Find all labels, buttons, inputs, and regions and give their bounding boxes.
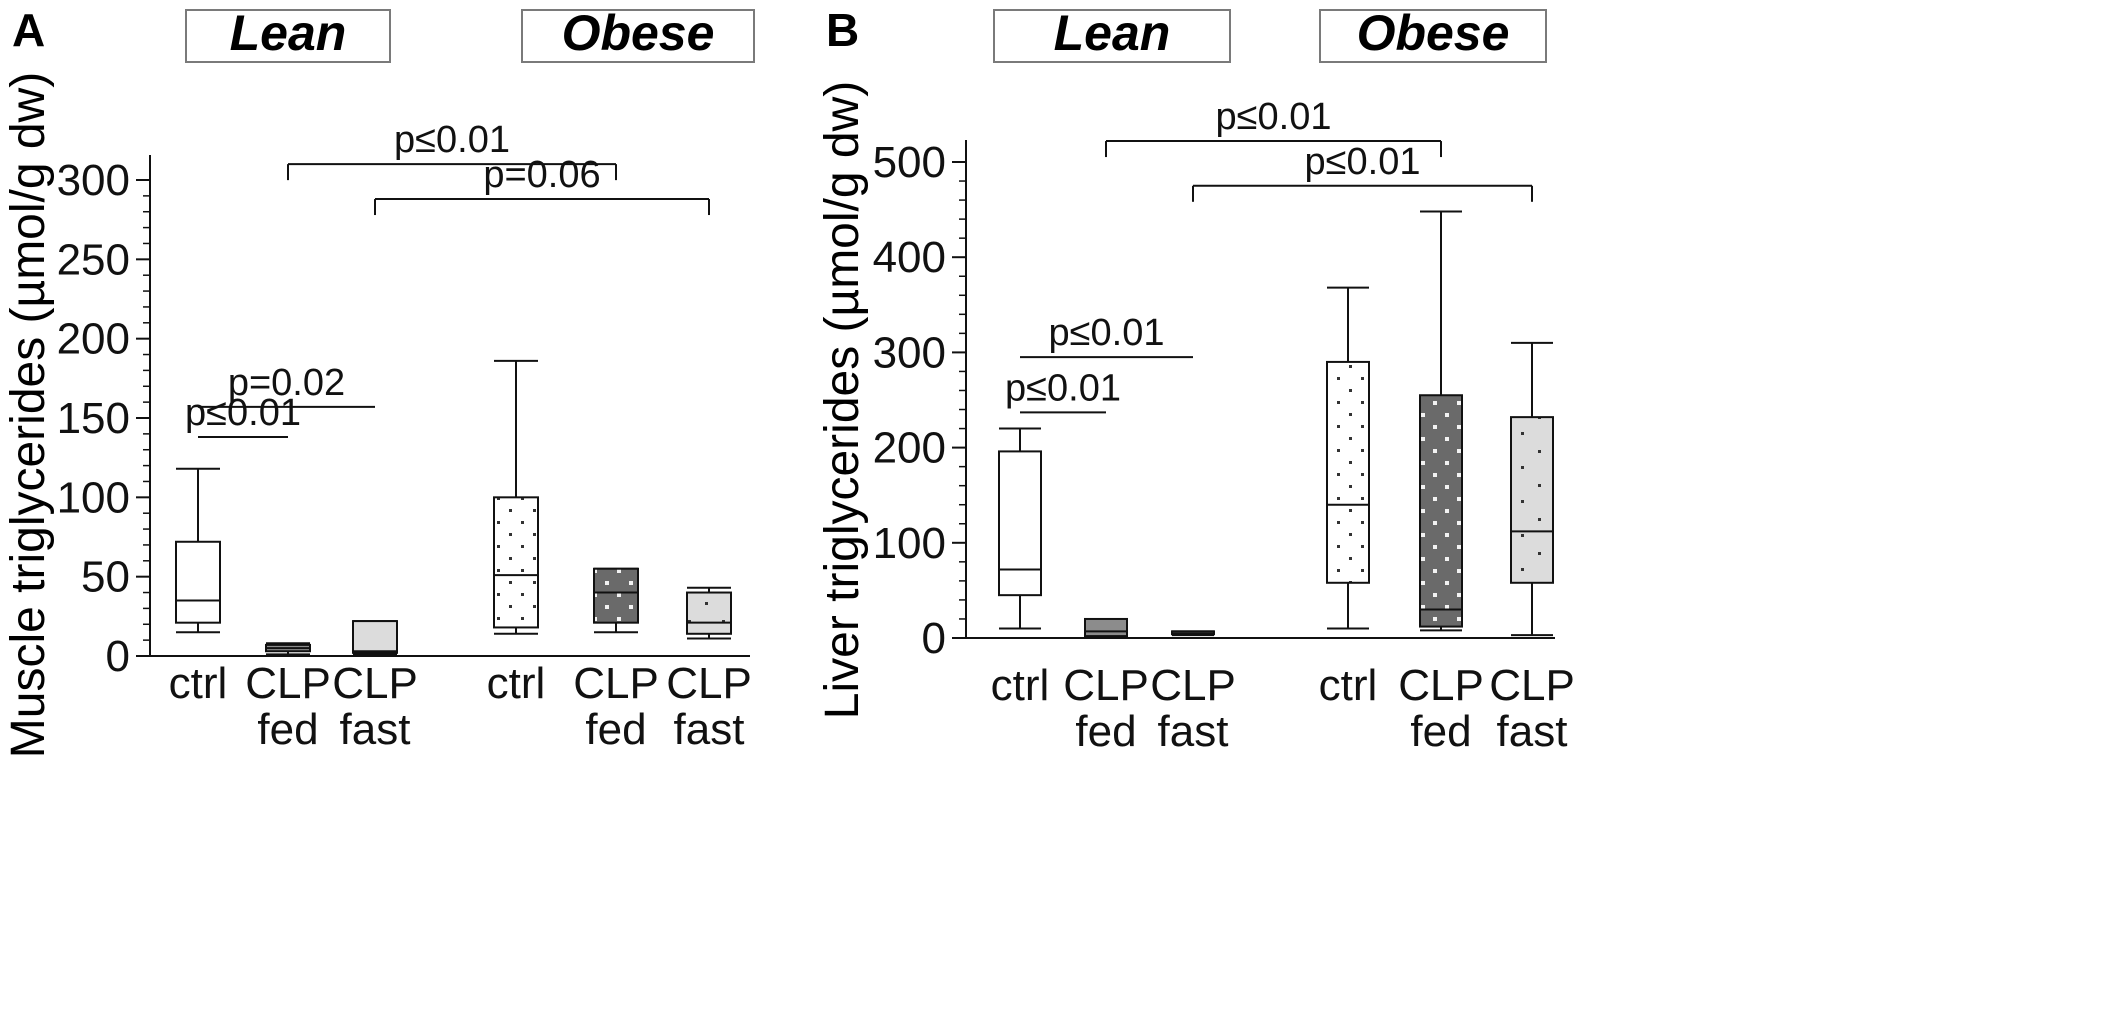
x-category-label: CLP (573, 659, 659, 708)
group-label-lean-b: Lean (1054, 5, 1171, 61)
x-category-label: fed (1410, 707, 1471, 756)
x-category-label: CLP (1489, 661, 1575, 710)
group-label-lean-a: Lean (230, 5, 347, 61)
box-iqr (1510, 416, 1554, 584)
box-iqr (998, 450, 1042, 597)
x-category-label: fast (674, 705, 745, 754)
y-tick-label: 0 (922, 614, 946, 663)
x-category-label: fast (340, 705, 411, 754)
x-category-label: fast (1158, 707, 1229, 756)
box-iqr (493, 496, 539, 629)
significance-bracket: p≤0.01 (287, 119, 617, 181)
y-axis-title-b: Liver triglycerides (µmol/g dw) (816, 81, 869, 719)
box-obese-ctrl (1326, 286, 1370, 630)
y-tick-label: 400 (873, 233, 946, 282)
panel-letter-b: B (826, 4, 859, 56)
significance-bracket: p=0.02 (198, 362, 375, 408)
box-lean-ctrl (998, 427, 1042, 630)
y-tick-label: 100 (57, 473, 130, 522)
box-iqr (1419, 394, 1463, 628)
x-category-label: ctrl (1319, 661, 1378, 710)
x-category-label: fed (1075, 707, 1136, 756)
y-tick-label: 50 (81, 553, 130, 602)
group-label-obese-a: Obese (562, 5, 715, 61)
x-category-label: fast (1497, 707, 1568, 756)
y-tick-label: 100 (873, 519, 946, 568)
y-tick-label: 200 (873, 424, 946, 473)
x-category-label: CLP (332, 659, 418, 708)
significance-bracket: p=0.06 (374, 154, 710, 216)
box-lean-clp-fed (265, 642, 311, 656)
significance-bracket: p≤0.01 (1020, 312, 1193, 359)
panel-letter-a: A (12, 4, 45, 56)
box-iqr (686, 591, 732, 635)
group-box-lean-a (185, 9, 391, 63)
y-tick-label: 150 (57, 394, 130, 443)
significance-label: p≤0.01 (1216, 96, 1332, 138)
x-category-label: CLP (1398, 661, 1484, 710)
x-category-label: fed (585, 705, 646, 754)
x-category-label: CLP (1150, 661, 1236, 710)
x-category-label: ctrl (991, 661, 1050, 710)
x-category-label: CLP (666, 659, 752, 708)
y-axis-title-a: Muscle triglycerides (µmol/g dw) (2, 72, 55, 758)
significance-bracket: p≤0.01 (1005, 367, 1121, 414)
y-tick-label: 300 (873, 328, 946, 377)
group-box-obese-a (521, 9, 755, 63)
panel-b: B Lean Obese Liver triglycerides (µmol/g… (816, 4, 1575, 756)
x-category-label: ctrl (169, 659, 228, 708)
box-obese-clp-fed (593, 567, 639, 634)
box-obese-clp-fed (1419, 210, 1463, 632)
x-category-label: CLP (1063, 661, 1149, 710)
group-box-lean-b (993, 9, 1231, 63)
box-lean-clp-fast (352, 620, 398, 656)
significance-bracket: p≤0.01 (1105, 96, 1442, 158)
box-lean-clp-fast (1171, 630, 1215, 637)
box-obese-clp-fast (1510, 341, 1554, 637)
box-lean-ctrl (175, 467, 221, 634)
y-tick-label: 200 (57, 315, 130, 364)
group-label-obese-b: Obese (1357, 5, 1510, 61)
significance-label: p=0.06 (483, 154, 600, 196)
significance-label: p≤0.01 (1005, 367, 1121, 409)
box-obese-clp-fast (686, 586, 732, 640)
box-iqr (175, 540, 221, 624)
y-tick-label: 500 (873, 138, 946, 187)
significance-label: p=0.02 (228, 362, 345, 404)
significance-label: p≤0.01 (1049, 312, 1165, 354)
significance-bracket: p≤0.01 (1192, 141, 1533, 202)
box-iqr (593, 567, 639, 624)
y-tick-label: 0 (106, 632, 130, 681)
box-obese-ctrl (493, 359, 539, 635)
box-iqr (352, 620, 398, 654)
box-iqr (1084, 617, 1128, 638)
group-box-obese-b (1319, 9, 1547, 63)
box-lean-clp-fed (1084, 617, 1128, 639)
significance-label: p≤0.01 (394, 119, 510, 161)
significance-bracket: p≤0.01 (185, 392, 301, 439)
significance-label: p≤0.01 (1305, 141, 1421, 183)
x-category-label: ctrl (487, 659, 546, 708)
box-iqr (1326, 360, 1370, 584)
panel-a: A Lean Obese Muscle triglycerides (µmol/… (2, 4, 755, 758)
x-category-label: CLP (245, 659, 331, 708)
significance-label: p≤0.01 (185, 392, 301, 434)
y-tick-label: 250 (57, 235, 130, 284)
x-category-label: fed (257, 705, 318, 754)
y-tick-label: 300 (57, 156, 130, 205)
